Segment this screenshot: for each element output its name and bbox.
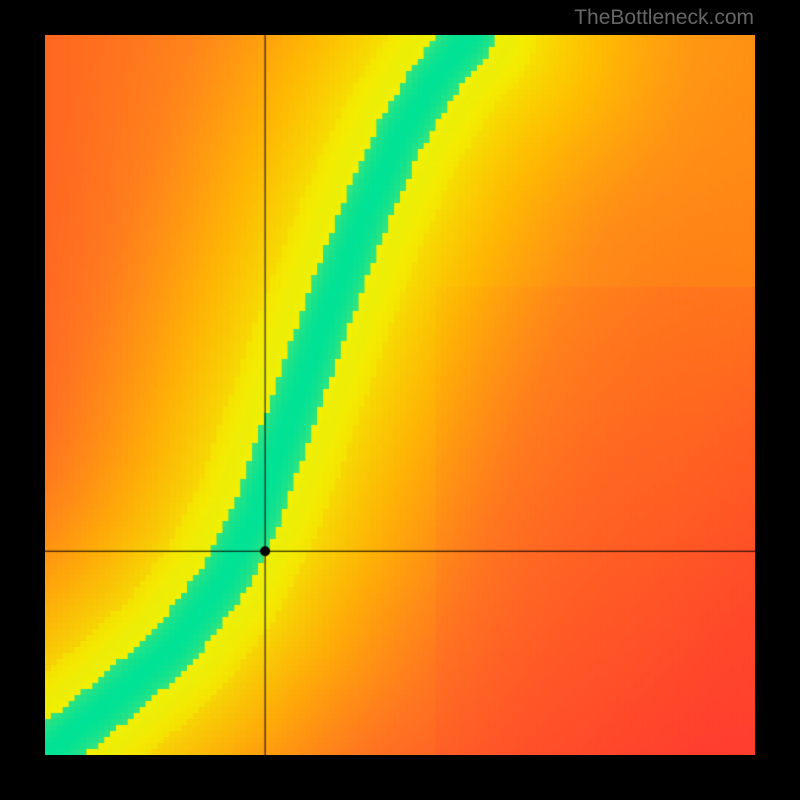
watermark-text: TheBottleneck.com [574,6,754,30]
heatmap-plot [45,35,755,755]
heatmap-canvas [45,35,755,755]
